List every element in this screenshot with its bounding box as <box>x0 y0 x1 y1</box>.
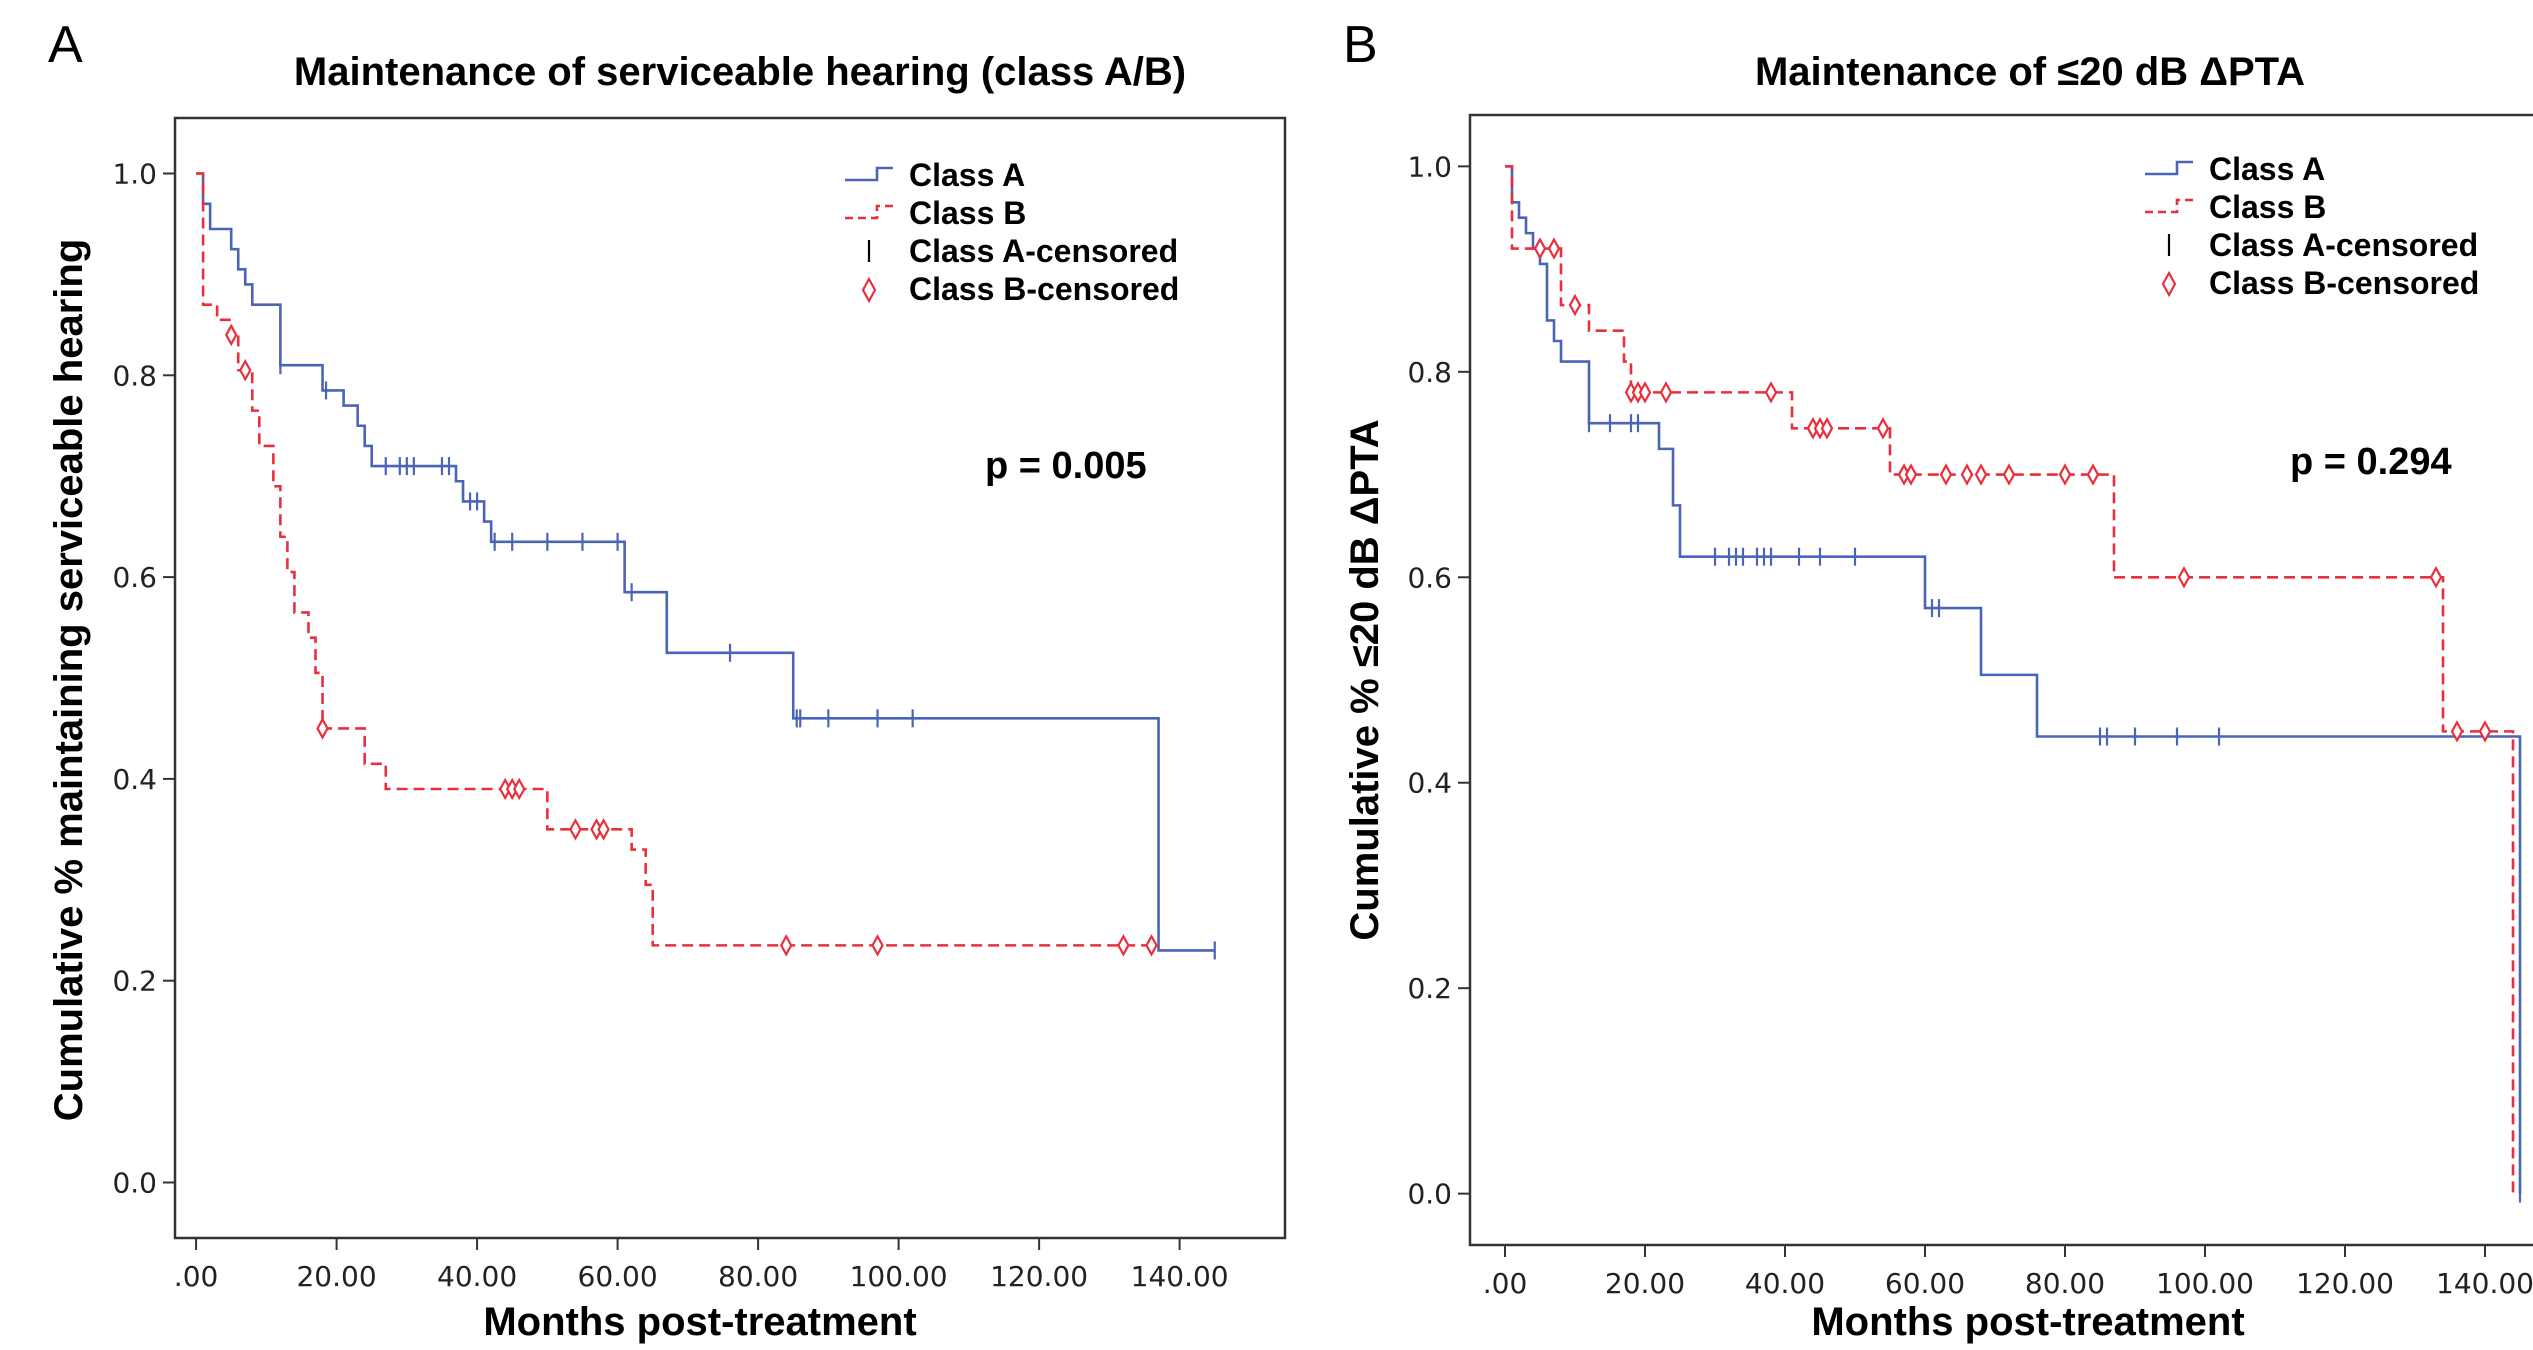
panel-a-class-b-censor-mark <box>512 777 526 801</box>
panel-a-class-b-censor-mark <box>871 934 884 957</box>
panel-b-y-tick-label: 0.0 <box>1407 1178 1452 1211</box>
panel-b-class-b-censor-mark <box>1764 381 1778 404</box>
panel-b-class-b-censor-mark <box>1638 381 1652 404</box>
panel-a-x-tick-label: 120.00 <box>990 1260 1088 1293</box>
panel-a-legend-label: Class B-censored <box>909 271 1179 307</box>
panel-b-legend-label: Class B <box>2209 189 2326 225</box>
panel-b-legend-label: Class B-censored <box>2209 265 2479 301</box>
panel-a-class-b-curve <box>196 172 1159 947</box>
panel-b-class-b-censor-mark <box>1533 237 1547 260</box>
panel-b-class-b-censor-mark <box>1939 463 1953 486</box>
panel-b-class-b-censor-mark <box>2429 566 2443 589</box>
panel-a-class-b-censor-mark <box>316 717 329 740</box>
panel-a-legend-label: Class B <box>909 195 1026 231</box>
panel-b-axes: .00 20.00 40.00 60.00 80.00 100.00 120.00 140.0… <box>1407 150 2533 1300</box>
panel-a-axes: .00 20.00 40.00 60.00 80.00 100.00 120.00 140.0… <box>112 157 1228 1293</box>
panel-b-class-b-censor-mark <box>1876 417 1890 440</box>
panel-b-legend-class-b-censored-swatch <box>2161 270 2177 298</box>
panel-b-class-b-censor-mark <box>1904 463 1918 486</box>
panel-a-class-b-censor-mark <box>238 358 252 382</box>
panel-b-class-b-censor-mark <box>2002 463 2016 486</box>
panel-a-legend-label: Class A-censored <box>909 233 1178 269</box>
panel-b-x-tick-label: 60.00 <box>1885 1267 1965 1300</box>
panel-b-x-tick-label: 40.00 <box>1745 1267 1825 1300</box>
panel-a-x-tick-label: 60.00 <box>578 1260 658 1293</box>
panel-b-x-tick-label: 140.00 <box>2436 1267 2533 1300</box>
panel-b-class-b-censor-mark <box>1820 417 1834 440</box>
panel-b-y-tick-label: 0.4 <box>1407 767 1452 800</box>
panel-b-class-b-censor-mark <box>2058 463 2072 486</box>
panel-a-x-tick-label: 100.00 <box>850 1260 948 1293</box>
panel-b-p-value: p = 0.294 <box>2290 441 2452 483</box>
panel-a: A Maintenance of serviceable hearing (cl… <box>47 16 1287 1344</box>
panel-a-plot-frame <box>173 116 1287 1240</box>
panel-a-class-b-censor-mark <box>597 818 610 841</box>
panel-b-class-b-censor-mark <box>2478 720 2492 743</box>
panel-a-y-axis-label: Cumulative % maintaining serviceable hea… <box>47 239 91 1122</box>
panel-b-x-tick-label: 20.00 <box>1605 1267 1685 1300</box>
panel-b: B Maintenance of ≤20 dB ΔPTA .00 20.00 40.… <box>1343 16 2533 1344</box>
panel-a-y-tick-label: 0.2 <box>112 965 157 998</box>
panel-b-letter: B <box>1343 16 1378 74</box>
panel-a-x-tick-label: .00 <box>174 1260 219 1293</box>
panel-a-x-tick-label: 80.00 <box>718 1260 798 1293</box>
panel-a-legend-label: Class A <box>909 157 1025 193</box>
panel-a-x-tick-label: 40.00 <box>437 1260 517 1293</box>
panel-b-legend-class-b-swatch <box>2145 198 2193 214</box>
panel-a-x-tick-label: 20.00 <box>296 1260 376 1293</box>
panel-a-class-b-censor-mark <box>1145 934 1158 957</box>
panel-b-y-tick-label: 0.8 <box>1407 356 1452 389</box>
panel-b-class-a-curve <box>1505 165 2522 1194</box>
panel-b-class-b-censor-mark <box>1974 463 1988 486</box>
panel-a-y-tick-label: 0.4 <box>112 763 157 796</box>
panel-b-y-tick-label: 0.2 <box>1407 972 1452 1005</box>
panel-b-class-b-censor-mark <box>2450 720 2464 743</box>
panel-b-x-tick-label: .00 <box>1483 1267 1528 1300</box>
panel-a-x-axis-label: Months post-treatment <box>483 1300 916 1344</box>
panel-b-class-b-censor-mark <box>1547 237 1561 260</box>
panel-b-class-b-curve <box>1505 165 2515 1194</box>
panel-a-class-b-censor-mark <box>569 818 582 841</box>
panel-a-x-tick-label: 140.00 <box>1131 1260 1229 1293</box>
panel-b-y-tick-label: 1.0 <box>1407 150 1452 183</box>
panel-b-class-b-censor-mark <box>1960 463 1974 486</box>
panel-b-title: Maintenance of ≤20 dB ΔPTA <box>1755 50 2305 94</box>
panel-b-y-axis-label: Cumulative % ≤20 dB ΔPTA <box>1343 419 1387 940</box>
panel-b-x-tick-label: 120.00 <box>2296 1267 2394 1300</box>
panel-a-y-tick-label: 0.6 <box>112 561 157 594</box>
panel-a-title: Maintenance of serviceable hearing (clas… <box>294 50 1186 94</box>
panel-b-legend-class-a-swatch <box>2145 160 2193 176</box>
panel-a-y-tick-label: 1.0 <box>112 157 157 190</box>
panel-b-series <box>1505 165 2522 1203</box>
panel-a-legend-class-b-swatch <box>845 204 893 220</box>
panel-a-legend-class-a-swatch <box>845 166 893 182</box>
panel-a-y-tick-label: 0.8 <box>112 359 157 392</box>
panel-b-plot-frame <box>1468 113 2533 1247</box>
panel-b-x-tick-label: 80.00 <box>2025 1267 2105 1300</box>
panel-a-letter: A <box>48 16 83 74</box>
panel-b-class-b-censor-mark <box>1659 381 1673 404</box>
panel-a-p-value: p = 0.005 <box>985 445 1147 487</box>
panel-a-series <box>196 172 1216 960</box>
panel-b-class-b-censor-mark <box>2177 566 2191 589</box>
panel-a-class-b-censor-mark <box>224 323 238 347</box>
panel-b-x-tick-label: 100.00 <box>2156 1267 2254 1300</box>
panel-b-y-tick-label: 0.6 <box>1407 561 1452 594</box>
panel-a-legend-class-b-censored-swatch <box>861 276 877 304</box>
panel-b-x-axis-label: Months post-treatment <box>1811 1300 2244 1344</box>
panel-b-class-b-censor-mark <box>1568 293 1582 317</box>
panel-b-legend-label: Class A-censored <box>2209 227 2478 263</box>
panel-b-class-b-censor-mark <box>2086 463 2100 486</box>
panel-a-class-b-censor-mark <box>1117 934 1130 957</box>
panel-b-legend-label: Class A <box>2209 151 2325 187</box>
panel-a-class-b-censor-mark <box>779 934 793 957</box>
panel-a-y-tick-label: 0.0 <box>112 1167 157 1200</box>
